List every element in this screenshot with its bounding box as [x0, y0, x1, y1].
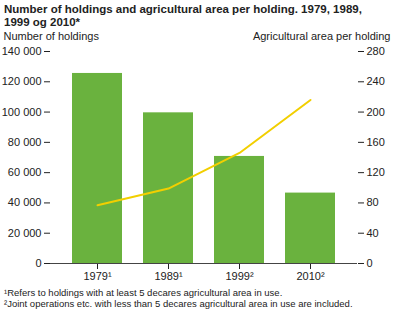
svg-text:160: 160 [367, 136, 385, 148]
svg-text:140 000: 140 000 [2, 45, 42, 57]
svg-text:60 000: 60 000 [8, 166, 42, 178]
svg-text:2010²: 2010² [296, 270, 324, 282]
svg-text:Number of holdings: Number of holdings [4, 30, 100, 42]
svg-text:120: 120 [367, 166, 385, 178]
svg-text:80: 80 [367, 196, 379, 208]
svg-text:1999²: 1999² [225, 270, 253, 282]
svg-text:Agricultural area per holding: Agricultural area per holding [253, 30, 391, 42]
svg-text:80 000: 80 000 [8, 136, 42, 148]
svg-text:20 000: 20 000 [8, 227, 42, 239]
svg-text:100 000: 100 000 [2, 106, 42, 118]
svg-text:120 000: 120 000 [2, 75, 42, 87]
html-text:Number of holdings and agricul: Number of holdings and agricultural area… [4, 3, 362, 28]
svg-text:1979¹: 1979¹ [83, 270, 111, 282]
svg-text:240: 240 [367, 75, 385, 87]
svg-text:0: 0 [35, 257, 41, 269]
svg-text:0: 0 [367, 257, 373, 269]
svg-text:200: 200 [367, 106, 385, 118]
html-text:¹Refers to holdings with at le: ¹Refers to holdings with at least 5 deca… [4, 287, 283, 298]
svg-text:40: 40 [367, 227, 379, 239]
svg-text:40 000: 40 000 [8, 196, 42, 208]
html-text:²Joint operations etc. with le: ²Joint operations etc. with less than 5 … [4, 298, 353, 309]
svg-text:1989¹: 1989¹ [154, 270, 182, 282]
svg-text:280: 280 [367, 45, 385, 57]
